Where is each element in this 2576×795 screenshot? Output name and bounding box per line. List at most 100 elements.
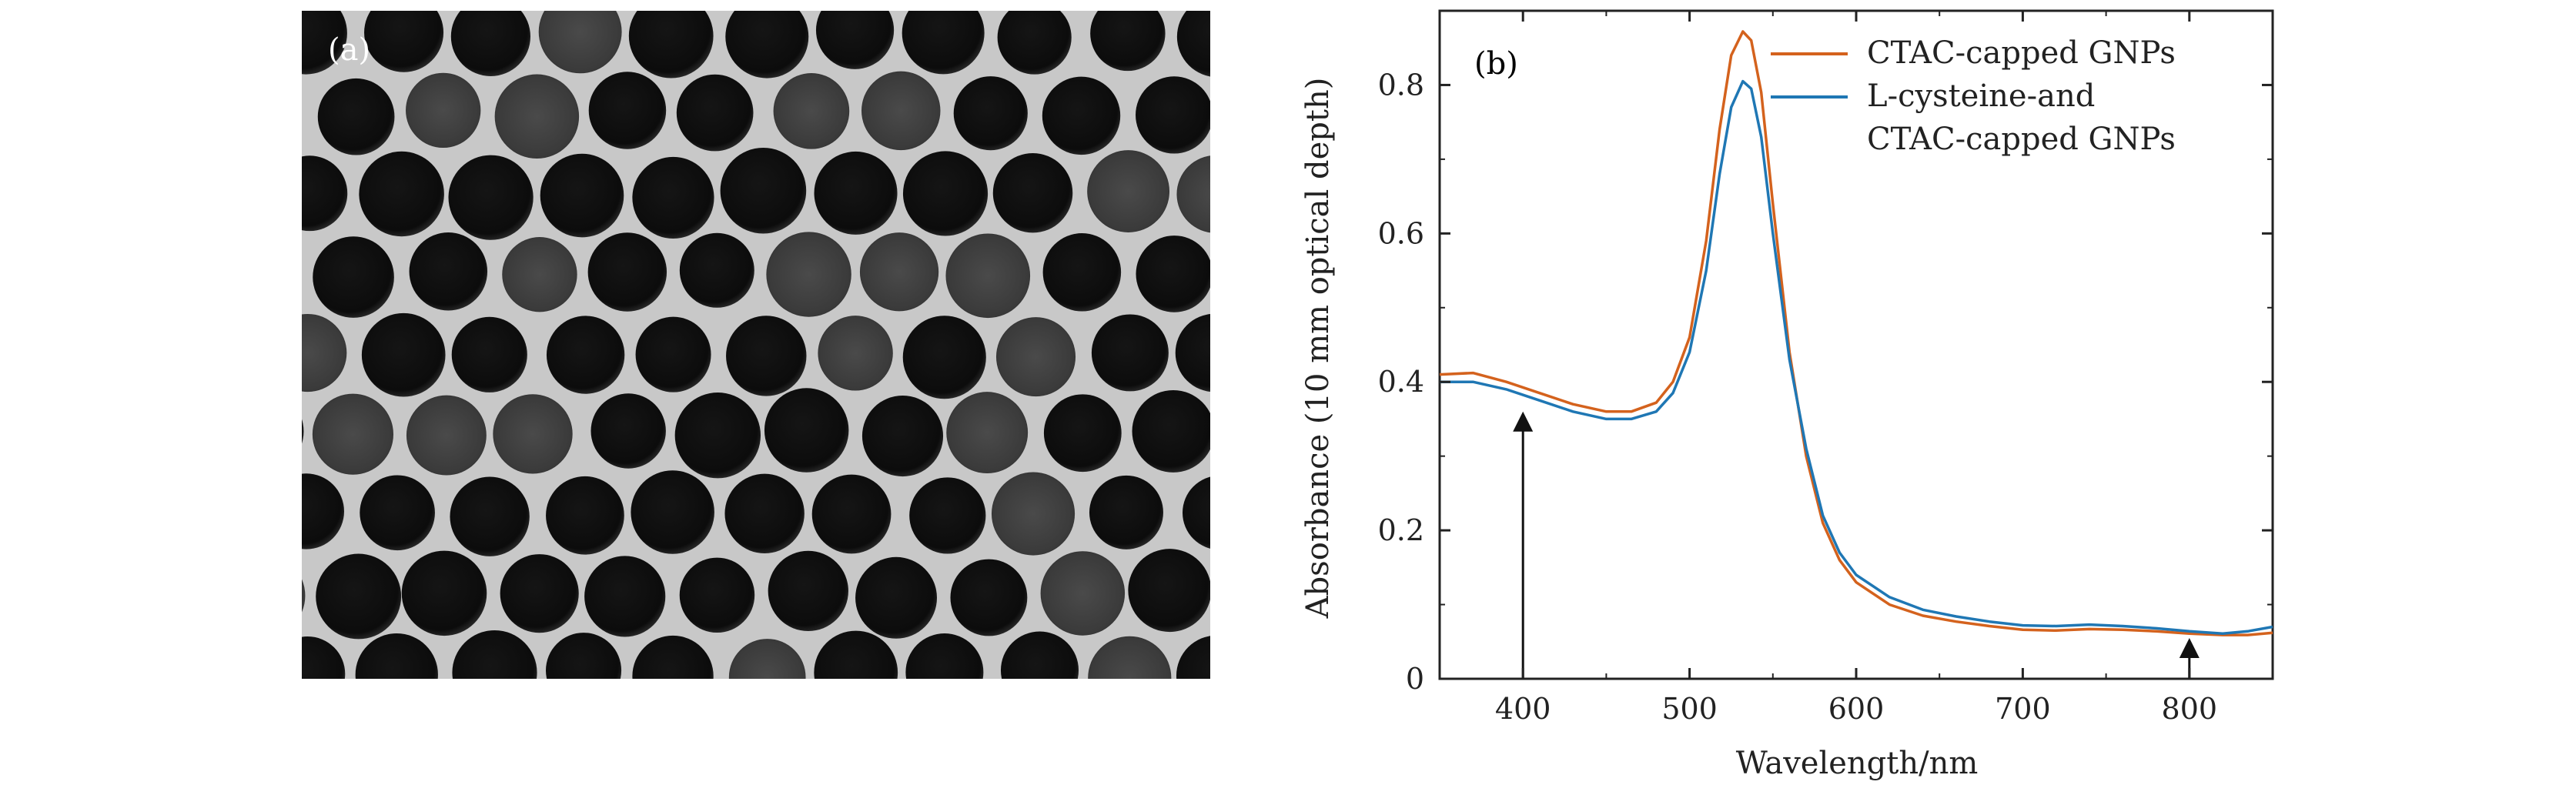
nanoparticle [1183,476,1210,549]
nanoparticle [818,316,893,391]
x-tick-label: 500 [1661,692,1718,726]
nanoparticle [861,71,941,151]
panel-b-label: (b) [1474,46,1518,82]
nanoparticle [773,73,850,149]
nanoparticle [945,233,1031,319]
nanoparticle [1132,389,1210,473]
nanoparticle [728,639,806,679]
nanoparticle [861,395,944,477]
nanoparticle [950,559,1028,636]
nanoparticle [406,395,487,476]
y-tick-label: 0.4 [1378,365,1424,399]
nanoparticle [720,147,807,234]
nanoparticle [768,550,848,632]
x-axis-title: Wavelength/nm [1736,746,1979,781]
y-tick-label: 0.8 [1378,68,1424,102]
plot-area [1438,9,2274,680]
nanoparticle [359,151,444,237]
series-layer [1439,30,2273,636]
nanoparticle [361,312,446,397]
nanoparticle [1176,155,1210,233]
nanoparticle [1043,394,1122,473]
nanoparticle [905,633,984,679]
tem-image-panel: (a) [302,11,1210,679]
y-tick-label: 0 [1406,662,1424,696]
x-tick-label: 600 [1828,692,1885,726]
nanoparticle [991,472,1076,556]
nanoparticle [587,232,667,312]
nanoparticle [1136,76,1210,154]
nanoparticle [316,553,402,640]
nanoparticle [1128,549,1210,633]
nanoparticle [814,151,898,235]
legend-label-1: L-cysteine-and [1867,78,2095,114]
plot-frame [1438,9,2274,680]
nanoparticle [401,550,487,636]
nanoparticle [302,636,346,679]
nanoparticle [909,477,986,554]
y-tick-label: 0.6 [1378,216,1424,250]
nanoparticle [538,11,622,74]
nanoparticle [302,155,348,232]
nanoparticle [302,419,304,444]
nanoparticle [448,155,534,240]
nanoparticle [302,579,306,613]
nanoparticle [312,393,393,475]
nanoparticle [494,74,580,159]
nanoparticle [1040,551,1126,636]
nanoparticle [1175,314,1210,392]
nanoparticle [679,232,754,308]
nanoparticle [902,11,985,75]
nanoparticle [1091,314,1169,392]
nanoparticle [997,11,1072,75]
nanoparticle [635,316,711,392]
nanoparticle [450,476,530,556]
nanoparticle [902,316,986,399]
nanoparticle [815,11,895,69]
nanoparticle [676,74,754,152]
tem-image [302,11,1210,679]
nanoparticle [302,313,347,392]
nanoparticle [724,473,805,553]
nanoparticle [726,316,807,396]
nanoparticle [360,475,435,551]
nanoparticle [1090,11,1166,72]
legend-label-1: CTAC-capped GNPs [1867,122,2176,157]
nanoparticle [1042,76,1121,155]
nanoparticle [811,474,892,554]
x-tick-label: 700 [1995,692,2051,726]
nanoparticle [546,476,624,555]
y-axis-title: Absorbance (10 mm optical depth) [1300,78,1336,620]
nanoparticle [355,633,438,679]
nanoparticle [674,392,761,479]
tick-layer: 400 500 600 700 800 0 0.2 0.4 0.6 0.8 [1378,10,2273,726]
y-tick-label: 0.2 [1378,513,1424,547]
nanoparticle [302,473,344,549]
nanoparticle [546,316,625,394]
nanoparticle [584,556,666,637]
nanoparticle [451,316,527,392]
x-tick-label: 800 [2162,692,2218,726]
nanoparticle [409,232,488,311]
nanoparticle [1176,636,1210,679]
nanoparticle [588,72,667,149]
nanoparticle [631,470,714,554]
nanoparticle [953,76,1028,151]
nanoparticle [540,153,624,238]
nanoparticle [313,236,394,318]
nanoparticle [764,388,849,473]
nanoparticle [628,11,714,78]
nanoparticle [814,630,898,679]
nanoparticle [590,393,666,469]
nanoparticle [1176,11,1210,77]
panel-a-label: (a) [328,32,371,68]
nanoparticle [406,72,481,149]
nanoparticle [946,392,1029,474]
nanoparticle [1000,631,1079,679]
nanoparticle [1088,636,1172,679]
nanoparticle [725,11,809,78]
nanoparticle [632,156,714,239]
legend-label-0: CTAC-capped GNPs [1867,35,2176,71]
nanoparticle [995,317,1076,397]
nanoparticle [1087,150,1170,232]
